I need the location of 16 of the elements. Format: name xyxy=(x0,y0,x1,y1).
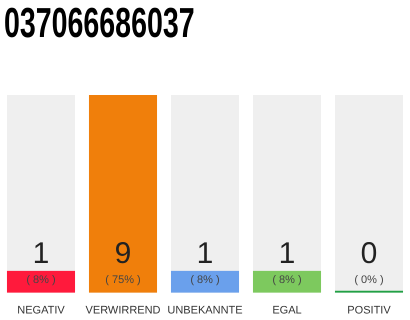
x-tick-label: VERWIRREND xyxy=(86,304,161,316)
data-label: 1 xyxy=(32,236,50,270)
x-tick-label: POSITIV xyxy=(347,304,392,316)
x-tick-label: UNBEKANNTE xyxy=(167,304,243,316)
data-label: 9 xyxy=(114,236,132,270)
data-label: 1 xyxy=(196,236,214,270)
annotation: ( 8% ) xyxy=(26,274,56,286)
data-label: 0 xyxy=(360,236,378,270)
x-tick-label: NEGATIV xyxy=(17,304,66,316)
x-tick-label: EGAL xyxy=(272,304,302,316)
annotation: ( 0% ) xyxy=(354,274,384,286)
annotation: ( 8% ) xyxy=(190,274,220,286)
annotation: ( 75% ) xyxy=(105,274,141,286)
annotation: ( 8% ) xyxy=(272,274,302,286)
chart-title: 037066686037 xyxy=(4,0,195,46)
data-label: 1 xyxy=(278,236,296,270)
